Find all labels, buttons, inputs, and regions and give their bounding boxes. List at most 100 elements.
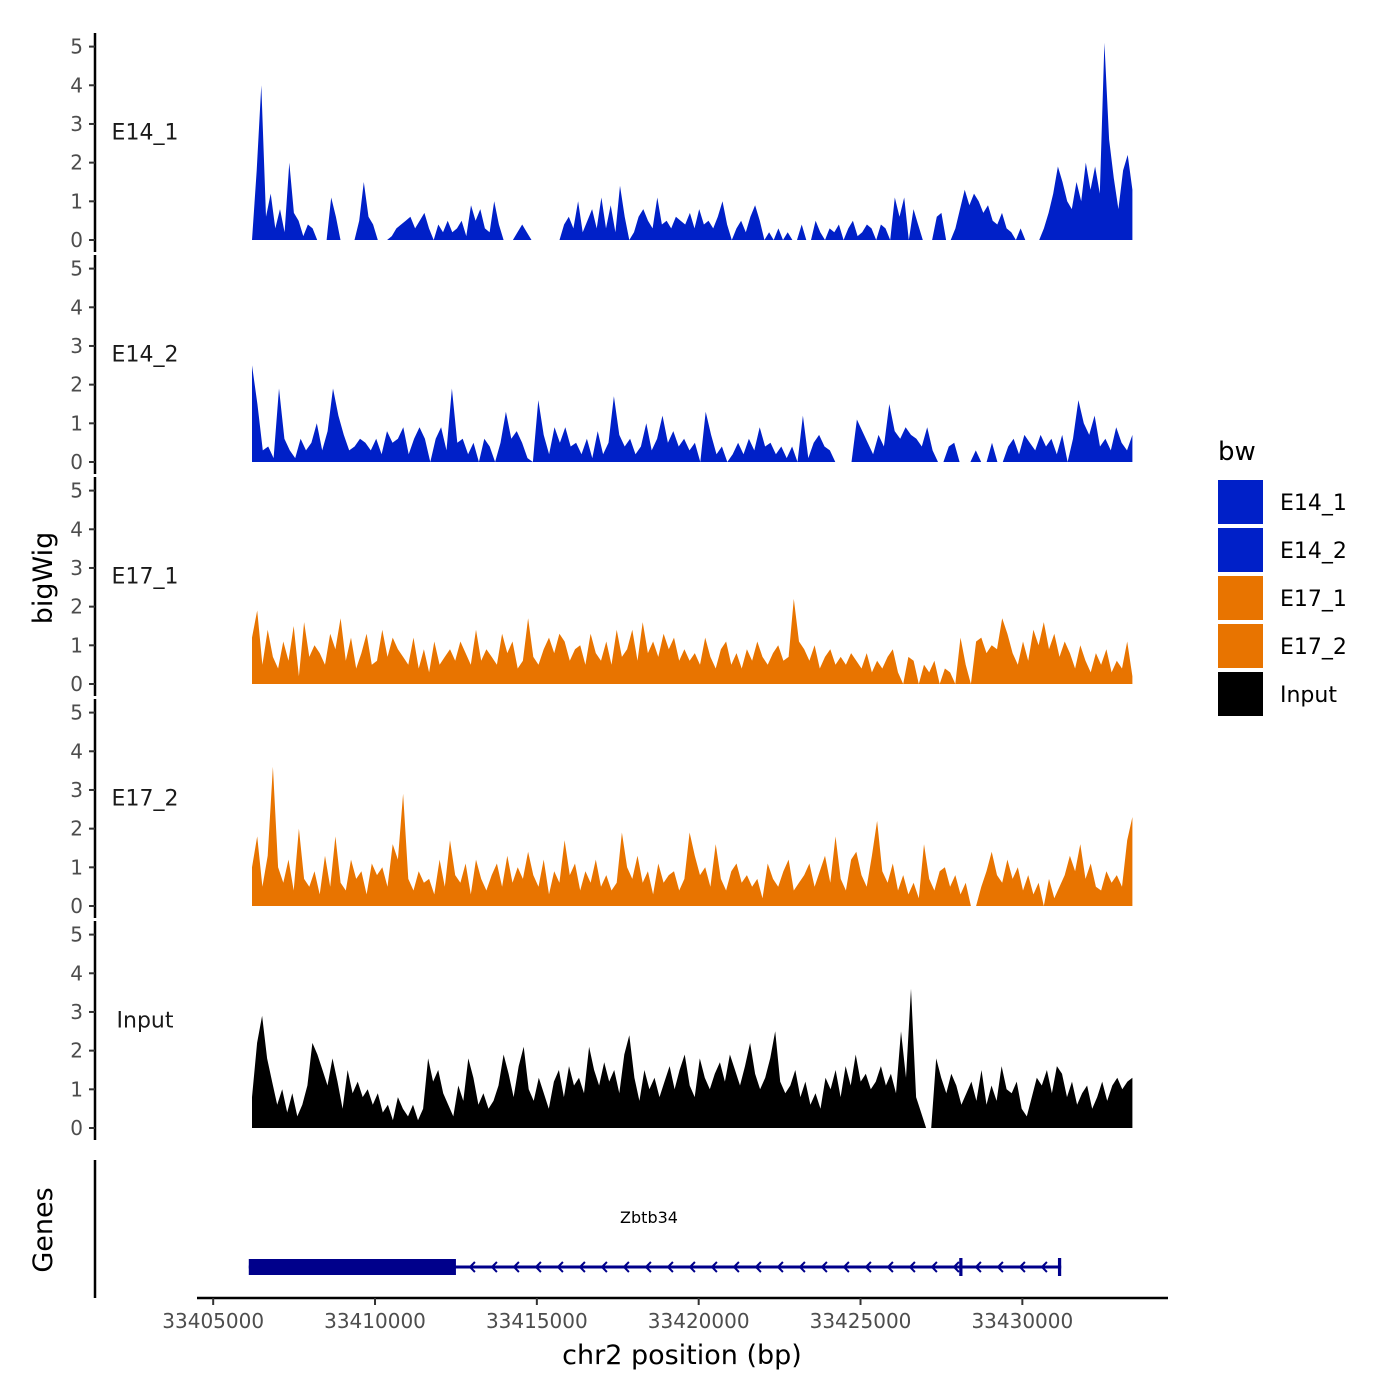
legend-item-E14_1: E14_1 [1218, 480, 1347, 524]
y-tick-label: 0 [70, 450, 83, 474]
x-tick-label: 33405000 [162, 1309, 264, 1333]
gene-Zbtb34: Zbtb34 [248, 1208, 1062, 1276]
y-tick-label: 3 [70, 1000, 83, 1024]
legend-title: bw [1218, 437, 1256, 467]
legend-item-E17_1: E17_1 [1218, 576, 1347, 620]
strand-arrow [842, 1261, 850, 1273]
gene-name-label: Zbtb34 [620, 1208, 678, 1227]
y-tick-label: 5 [70, 35, 83, 59]
legend-label: E17_2 [1280, 635, 1347, 660]
strand-arrow [886, 1261, 894, 1273]
y-tick-label: 1 [70, 633, 83, 657]
y-tick-label: 0 [70, 228, 83, 252]
gene-exon [959, 1258, 963, 1276]
y-tick-label: 5 [70, 257, 83, 281]
y-tick-label: 3 [70, 334, 83, 358]
strand-arrow [512, 1261, 520, 1273]
track-label: E14_2 [112, 342, 179, 367]
y-axis-title: bigWig [28, 532, 59, 625]
strand-arrow [864, 1261, 872, 1273]
strand-arrow [952, 1261, 960, 1273]
track-E14_1: 0 1 2 3 4 5 E14_1 [70, 33, 1133, 252]
track-label: Input [117, 1008, 174, 1033]
strand-arrow [974, 1261, 982, 1273]
strand-arrow [776, 1261, 784, 1273]
y-tick-label: 2 [70, 817, 83, 841]
x-axis-title: chr2 position (bp) [562, 1340, 802, 1371]
y-tick-label: 4 [70, 295, 83, 319]
strand-arrow [710, 1261, 718, 1273]
bigwig-tracks: 0 1 2 3 4 5 E14_1 0 1 2 3 4 5 E14_2 0 1 2 3 4 5 E17_1 0 1 2 3 4 5 E… [70, 33, 1133, 1140]
genes-track: Zbtb34 [93, 1160, 1062, 1298]
y-tick-label: 4 [70, 517, 83, 541]
strand-arrow [820, 1261, 828, 1273]
strand-arrow [468, 1261, 476, 1273]
strand-arrow [490, 1261, 498, 1273]
y-tick-label: 4 [70, 739, 83, 763]
legend-label: Input [1280, 683, 1337, 708]
y-tick-label: 4 [70, 73, 83, 97]
y-tick-label: 3 [70, 556, 83, 580]
strand-arrow [688, 1261, 696, 1273]
y-tick-label: 0 [70, 1116, 83, 1140]
strand-arrow [534, 1261, 542, 1273]
legend-item-E17_2: E17_2 [1218, 624, 1347, 668]
y-tick-label: 2 [70, 373, 83, 397]
y-tick-label: 3 [70, 112, 83, 136]
y-tick-label: 1 [70, 189, 83, 213]
y-tick-label: 2 [70, 151, 83, 175]
legend-swatch [1218, 576, 1263, 620]
y-tick-label: 5 [70, 923, 83, 947]
signal-area-E17_2 [252, 766, 1133, 906]
track-label: E14_1 [112, 120, 179, 145]
x-tick-label: 33410000 [324, 1309, 426, 1333]
y-tick-label: 5 [70, 479, 83, 503]
track-label: E17_2 [112, 786, 179, 811]
strand-arrow [798, 1261, 806, 1273]
y-tick-label: 5 [70, 701, 83, 725]
strand-arrow [908, 1261, 916, 1273]
strand-arrow [930, 1261, 938, 1273]
strand-arrow [622, 1261, 630, 1273]
legend-swatch [1218, 672, 1263, 716]
legend-swatch [1218, 528, 1263, 572]
strand-arrow [556, 1261, 564, 1273]
x-tick-label: 33430000 [971, 1309, 1073, 1333]
strand-arrow [1040, 1261, 1048, 1273]
strand-arrow [1018, 1261, 1026, 1273]
y-tick-label: 2 [70, 595, 83, 619]
y-tick-label: 0 [70, 672, 83, 696]
signal-area-E14_2 [252, 365, 1133, 462]
track-Input: 0 1 2 3 4 5 Input [70, 921, 1133, 1140]
y-tick-label: 0 [70, 894, 83, 918]
x-tick-label: 33420000 [648, 1309, 750, 1333]
y-tick-label: 4 [70, 961, 83, 985]
genes-track-title: Genes [28, 1187, 59, 1272]
legend-item-Input: Input [1218, 672, 1337, 716]
signal-area-E17_1 [252, 598, 1133, 684]
y-tick-label: 1 [70, 411, 83, 435]
y-tick-label: 2 [70, 1039, 83, 1063]
strand-arrow [996, 1261, 1004, 1273]
x-tick-label: 33415000 [486, 1309, 588, 1333]
gene-exon [248, 1259, 456, 1275]
signal-area-Input [252, 988, 1133, 1128]
y-tick-label: 1 [70, 855, 83, 879]
legend-swatch [1218, 480, 1263, 524]
signal-area-E14_1 [252, 42, 1133, 241]
strand-arrow [754, 1261, 762, 1273]
y-tick-label: 1 [70, 1077, 83, 1101]
x-tick-label: 33425000 [810, 1309, 912, 1333]
track-E17_1: 0 1 2 3 4 5 E17_1 [70, 477, 1133, 696]
gene-exon [1057, 1258, 1062, 1276]
legend-item-E14_2: E14_2 [1218, 528, 1347, 572]
legend-swatch [1218, 624, 1263, 668]
track-E14_2: 0 1 2 3 4 5 E14_2 [70, 255, 1133, 474]
strand-arrow [666, 1261, 674, 1273]
y-tick-label: 3 [70, 778, 83, 802]
track-label: E17_1 [112, 564, 179, 589]
strand-arrow [644, 1261, 652, 1273]
strand-arrow [732, 1261, 740, 1273]
track-E17_2: 0 1 2 3 4 5 E17_2 [70, 699, 1133, 918]
